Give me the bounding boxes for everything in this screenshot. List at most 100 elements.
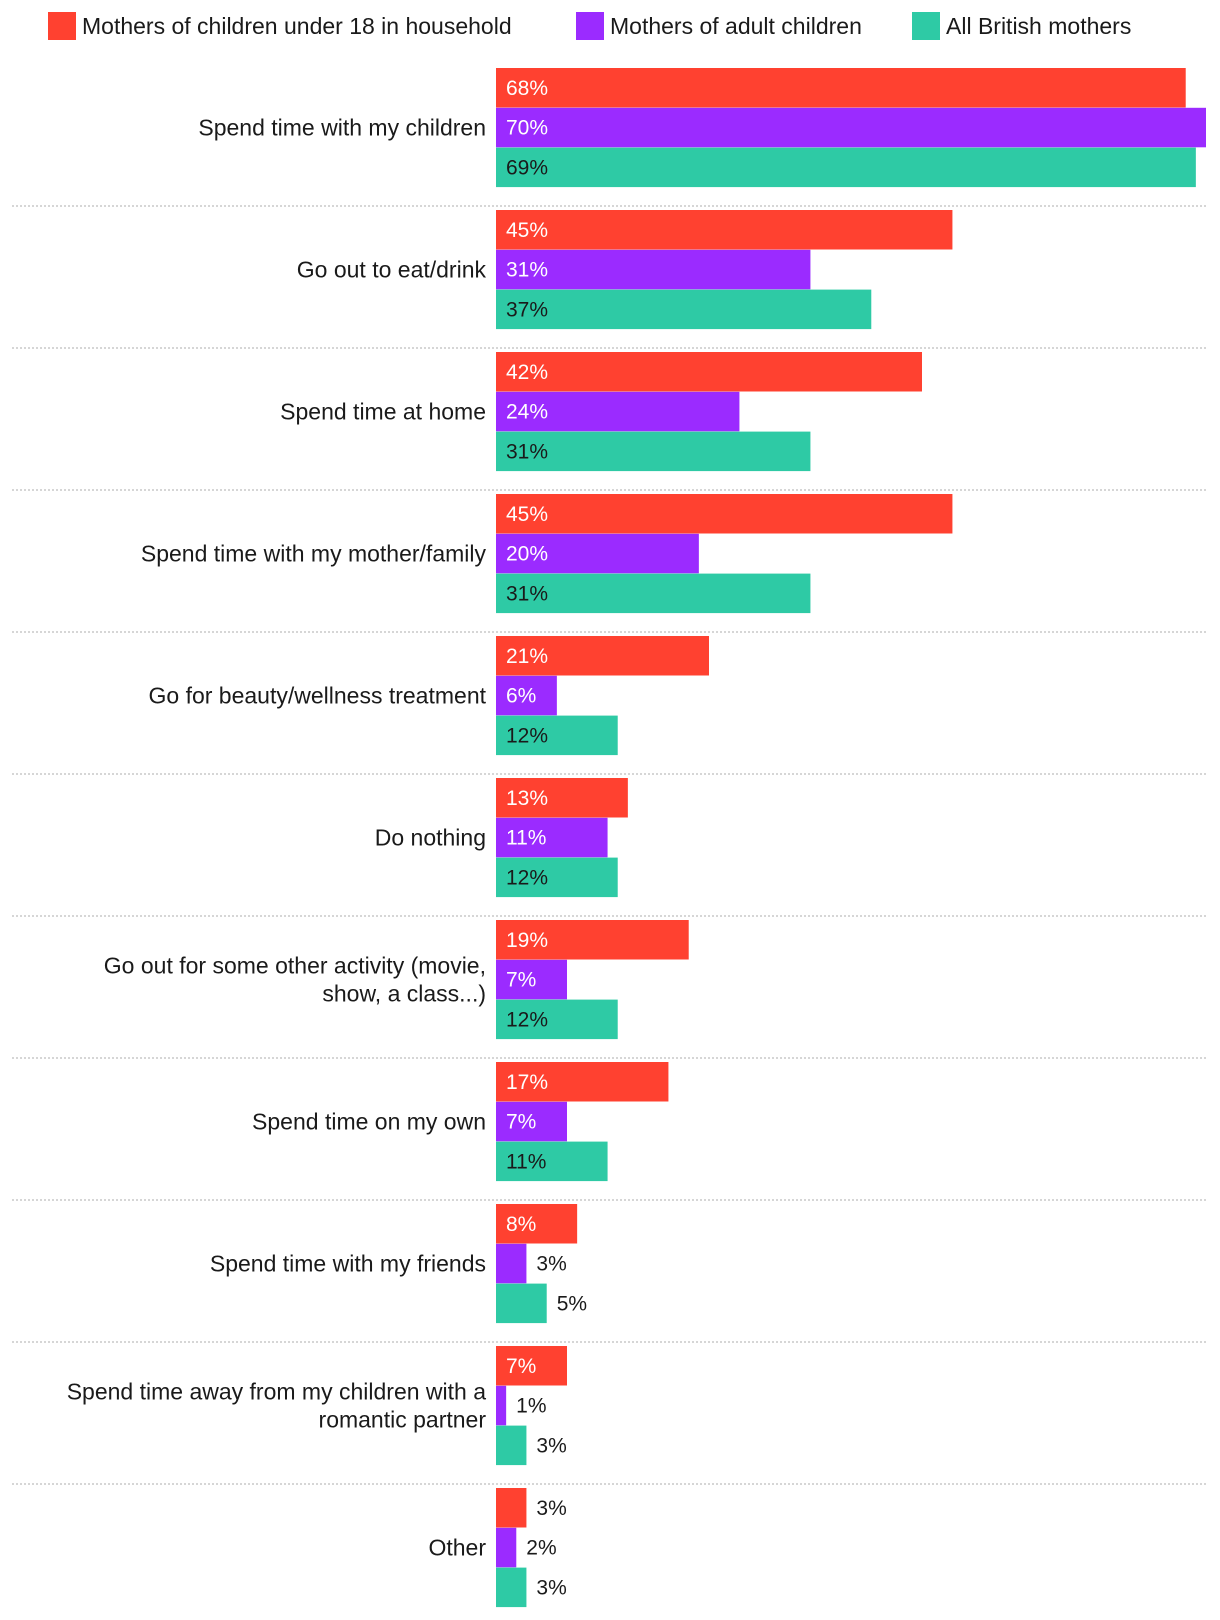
data-label: 12% bbox=[506, 866, 548, 889]
data-label: 68% bbox=[506, 77, 548, 100]
data-label: 11% bbox=[506, 827, 546, 850]
data-label: 13% bbox=[506, 787, 548, 810]
bar-3 bbox=[496, 1141, 608, 1182]
bar-3 bbox=[496, 1425, 527, 1466]
category-label: Go for beauty/wellness treatment bbox=[149, 682, 487, 708]
data-label: 7% bbox=[506, 1355, 536, 1378]
category-group: Go for beauty/wellness treatment 21% 6% 12% bbox=[149, 636, 709, 756]
category-label: show, a class...) bbox=[322, 980, 486, 1006]
bar-2 bbox=[496, 391, 740, 432]
bar-3 bbox=[496, 431, 811, 472]
category-label: Do nothing bbox=[375, 824, 486, 850]
bar-1 bbox=[496, 1204, 578, 1244]
category-label: Spend time with my children bbox=[198, 114, 486, 140]
bar-1 bbox=[496, 778, 628, 818]
legend-label-2: Mothers of adult children bbox=[610, 13, 862, 39]
legend-swatch-1 bbox=[48, 12, 76, 40]
data-label: 17% bbox=[506, 1071, 548, 1094]
bar-2 bbox=[496, 107, 1206, 148]
bar-2 bbox=[496, 1527, 517, 1568]
data-label: 5% bbox=[557, 1292, 587, 1315]
legend: Mothers of children under 18 in househol… bbox=[48, 12, 1131, 40]
data-label: 69% bbox=[506, 156, 548, 179]
data-label: 12% bbox=[506, 1008, 548, 1031]
bar-1 bbox=[496, 1062, 669, 1102]
category-group: Spend time at home 42% 24% 31% bbox=[280, 352, 922, 472]
category-group: Spend time with my mother/family 45% 20% 31… bbox=[141, 494, 953, 614]
data-label: 31% bbox=[506, 582, 548, 605]
category-group: Spend time with my friends 8%3% 5% bbox=[210, 1204, 587, 1324]
data-label: 3% bbox=[536, 1434, 566, 1457]
bar-2 bbox=[496, 1101, 567, 1142]
bar-2 bbox=[496, 533, 699, 574]
data-label: 45% bbox=[506, 503, 548, 526]
bar-1 bbox=[496, 352, 922, 392]
category-group: Go out to eat/drink 45% 31% 37% bbox=[297, 210, 953, 330]
data-label: 6% bbox=[506, 685, 536, 708]
bar-2 bbox=[496, 1243, 527, 1284]
bar-1 bbox=[496, 68, 1186, 108]
category-label: Spend time at home bbox=[280, 398, 486, 424]
data-label: 2% bbox=[526, 1537, 556, 1560]
bar-1 bbox=[496, 494, 953, 534]
legend-swatch-3 bbox=[912, 12, 940, 40]
data-label: 3% bbox=[536, 1576, 566, 1599]
bar-1 bbox=[496, 210, 953, 250]
bar-2 bbox=[496, 675, 557, 716]
legend-label-1: Mothers of children under 18 in househol… bbox=[82, 13, 512, 39]
category-group: Spend time away from my children with ar… bbox=[67, 1346, 567, 1466]
bar-1 bbox=[496, 920, 689, 960]
bar-2 bbox=[496, 959, 567, 1000]
bar-2 bbox=[496, 817, 608, 858]
category-group: Go out for some other activity (movie,sh… bbox=[104, 920, 689, 1040]
bar-1 bbox=[496, 636, 709, 676]
category-label: Go out to eat/drink bbox=[297, 256, 487, 282]
bar-2 bbox=[496, 249, 811, 290]
data-label: 45% bbox=[506, 219, 548, 242]
data-label: 7% bbox=[506, 969, 536, 992]
data-label: 1% bbox=[516, 1395, 546, 1418]
data-label: 70% bbox=[506, 117, 548, 140]
bar-3 bbox=[496, 999, 618, 1040]
bar-3 bbox=[496, 147, 1196, 188]
category-group: Other 3% 2% 3% bbox=[428, 1488, 567, 1608]
data-label: 19% bbox=[506, 929, 548, 952]
legend-label-3: All British mothers bbox=[946, 13, 1131, 39]
data-label: 7% bbox=[506, 1111, 536, 1134]
group-separators bbox=[12, 205, 1206, 1485]
category-group: Do nothing 13% 11% 12% bbox=[375, 778, 628, 898]
category-label: Spend time on my own bbox=[252, 1108, 486, 1134]
data-label: 37% bbox=[506, 298, 548, 321]
bar-1 bbox=[496, 1488, 527, 1528]
category-label: romantic partner bbox=[319, 1406, 487, 1432]
bar-3 bbox=[496, 857, 618, 898]
category-label: Spend time with my mother/family bbox=[141, 540, 487, 566]
data-label: 8% bbox=[506, 1213, 536, 1236]
plot-area: Spend time with my children 68% 70% 69% Go o… bbox=[67, 68, 1206, 1608]
data-label: 42% bbox=[506, 361, 548, 384]
data-label: 20% bbox=[506, 543, 548, 566]
bar-3 bbox=[496, 289, 872, 330]
bar-3 bbox=[496, 1283, 547, 1324]
category-label: Go out for some other activity (movie, bbox=[104, 952, 486, 978]
data-label: 21% bbox=[506, 645, 548, 668]
data-label: 31% bbox=[506, 259, 548, 282]
data-label: 31% bbox=[506, 440, 548, 463]
category-group: Spend time on my own 17% 7% 11% bbox=[252, 1062, 669, 1182]
data-label: 3% bbox=[536, 1253, 566, 1276]
category-label: Other bbox=[428, 1534, 486, 1560]
data-label: 11% bbox=[506, 1150, 546, 1173]
bar-2 bbox=[496, 1385, 507, 1426]
bar-3 bbox=[496, 573, 811, 614]
category-group: Spend time with my children 68% 70% 69% bbox=[198, 68, 1206, 188]
bar-3 bbox=[496, 715, 618, 756]
data-label: 24% bbox=[506, 401, 548, 424]
category-label: Spend time with my friends bbox=[210, 1250, 486, 1276]
data-label: 3% bbox=[536, 1497, 566, 1520]
bar-3 bbox=[496, 1567, 527, 1608]
legend-swatch-2 bbox=[576, 12, 604, 40]
category-label: Spend time away from my children with a bbox=[67, 1378, 486, 1404]
bar-1 bbox=[496, 1346, 567, 1386]
data-label: 12% bbox=[506, 724, 548, 747]
